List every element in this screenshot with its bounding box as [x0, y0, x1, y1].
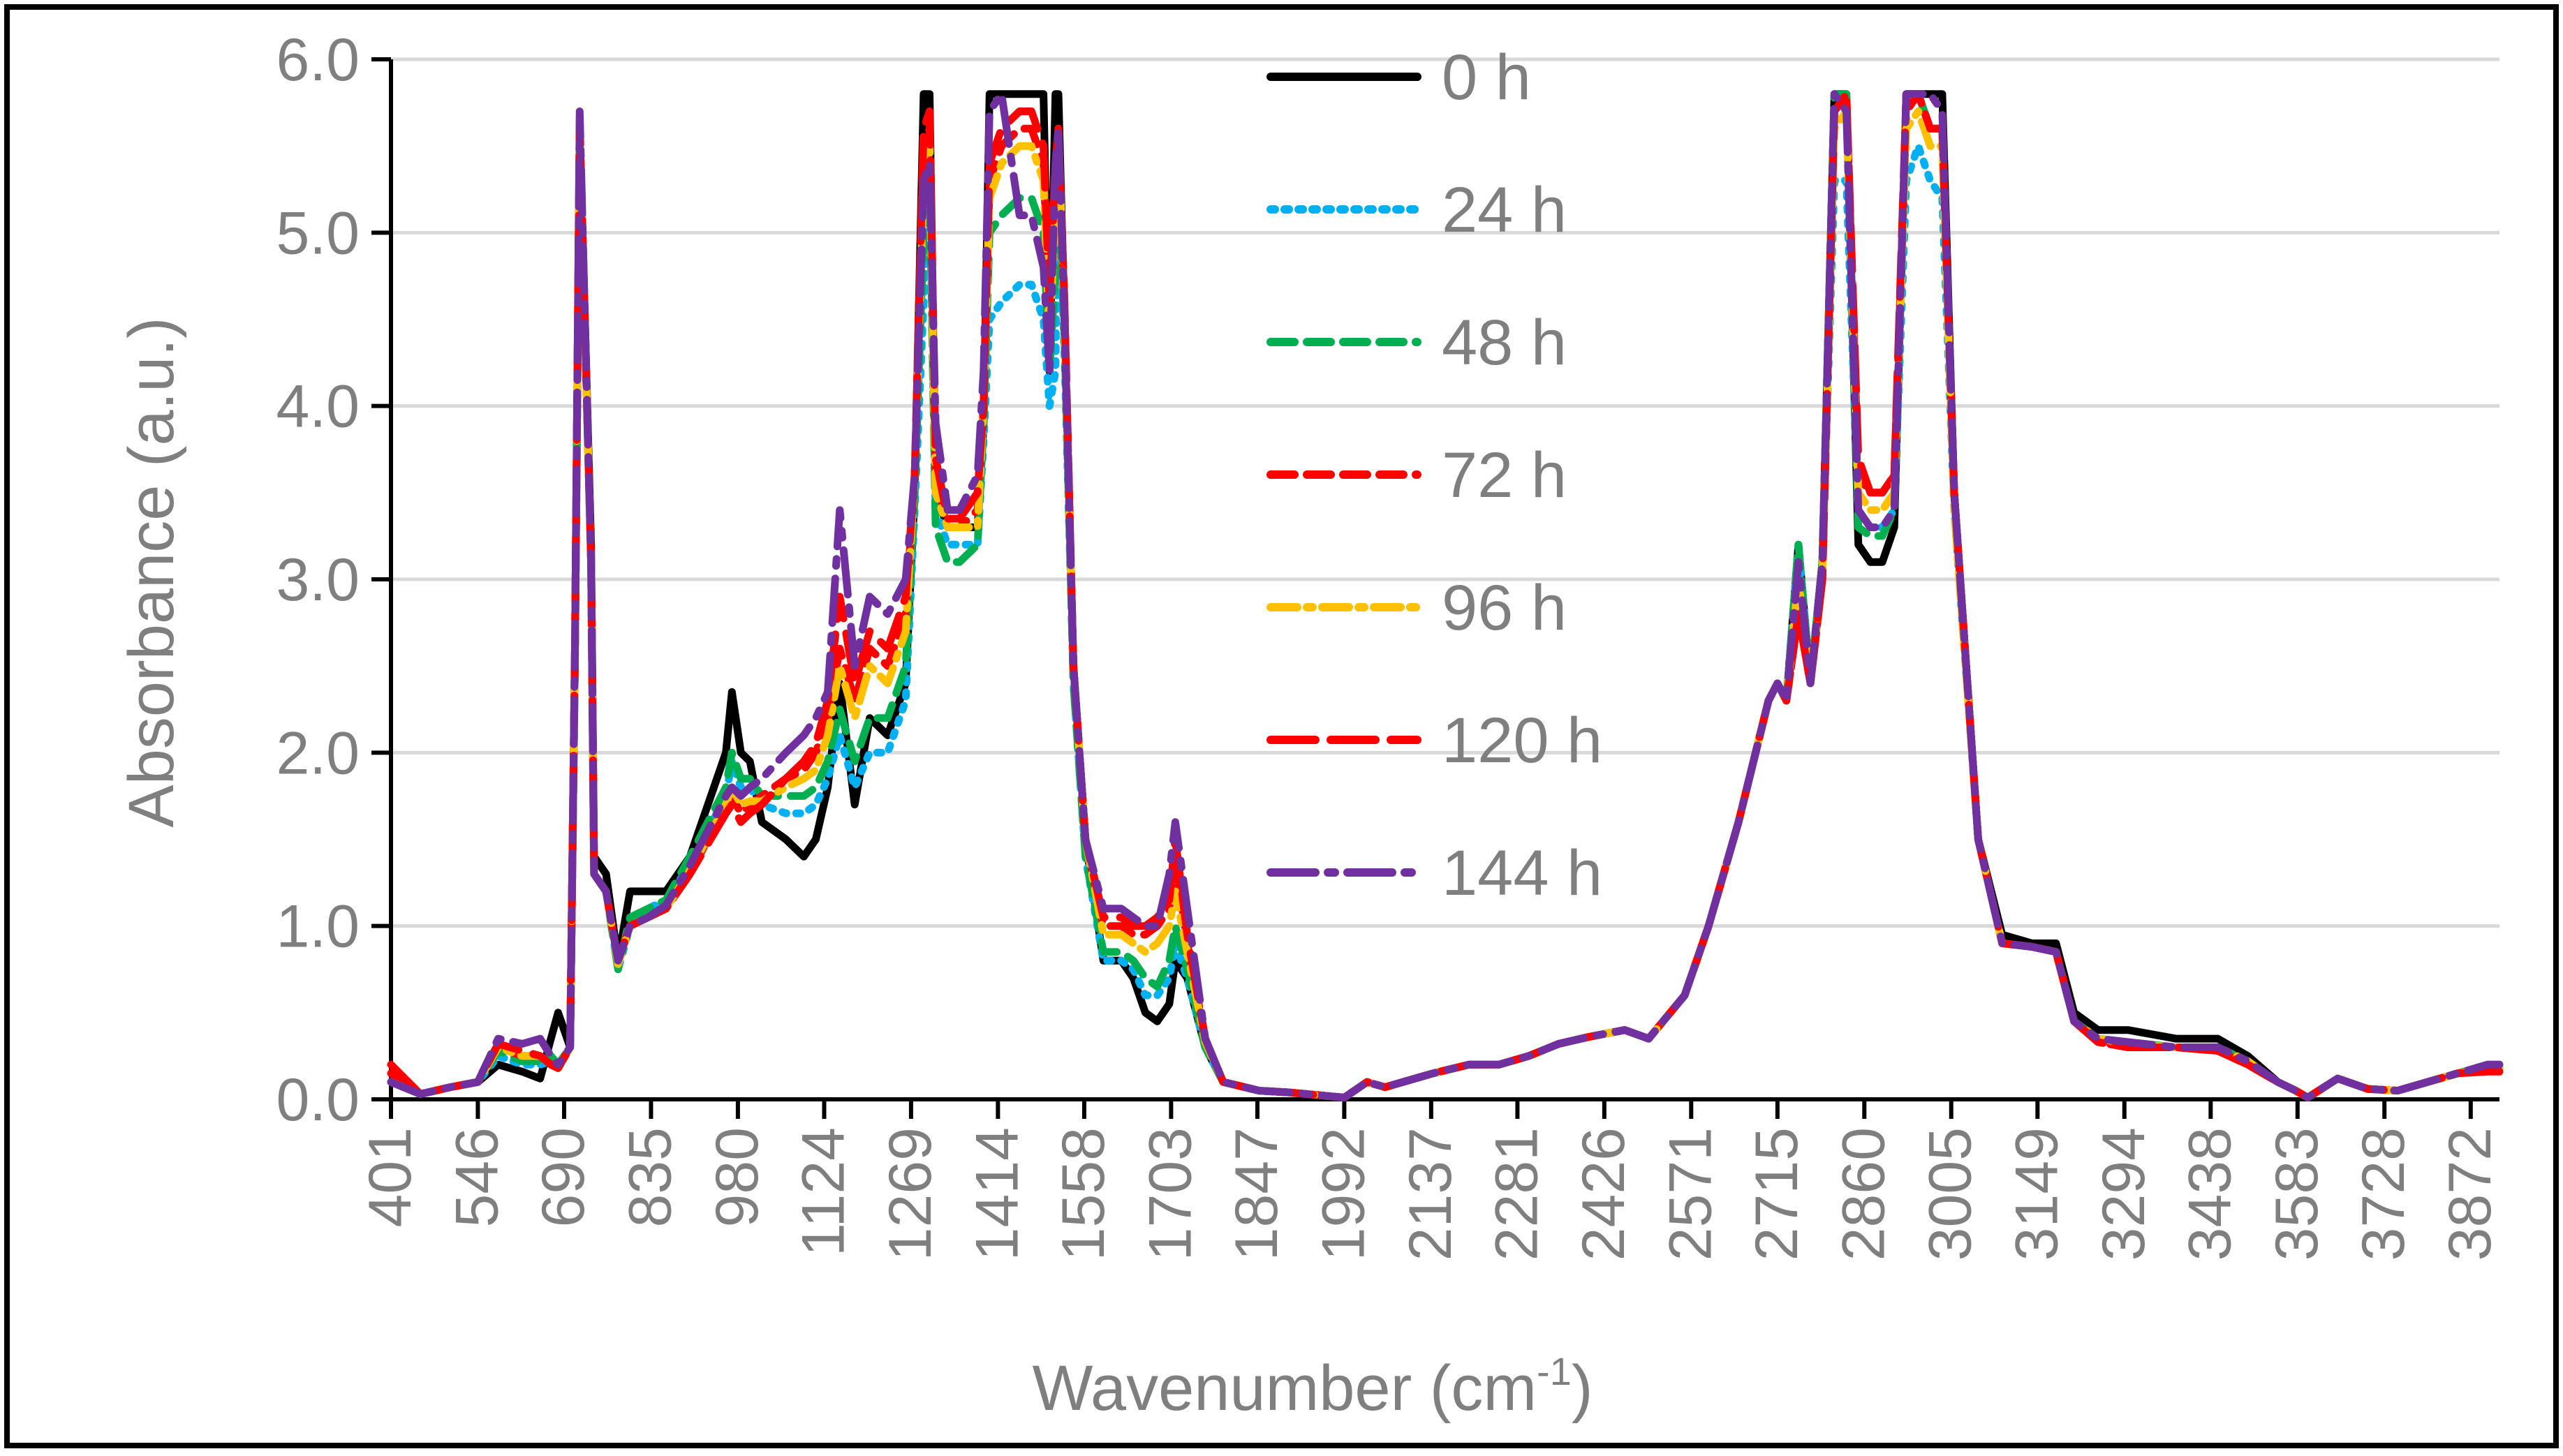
legend-label: 72 h: [1442, 440, 1567, 511]
y-axis-title: Absorbance (a.u.): [116, 317, 187, 827]
x-tick-label: 2426: [1570, 1127, 1637, 1261]
x-tick-label: 2571: [1657, 1127, 1724, 1261]
x-axis-title-superscript: -1: [1537, 1349, 1572, 1393]
legend-label: 144 h: [1442, 838, 1602, 909]
x-tick-label: 2137: [1397, 1127, 1464, 1261]
axes: 0.0 1.0 2.0 3.0 4.0 5.0 6.0 401 546 690 835 980 1124…: [276, 27, 2503, 1261]
x-tick-label: 3872: [2437, 1127, 2504, 1261]
legend-label: 96 h: [1442, 572, 1567, 644]
x-tick-label: 546: [443, 1127, 510, 1228]
x-axis-title-close: ): [1572, 1353, 1593, 1424]
x-tick-label: 401: [357, 1127, 424, 1228]
legend-label: 24 h: [1442, 174, 1567, 246]
y-tick-label: 5.0: [276, 200, 360, 267]
x-tick-label: 835: [616, 1127, 684, 1228]
x-tick-label: 1269: [877, 1127, 944, 1261]
x-axis-title: Wavenumber (cm-1): [1033, 1349, 1593, 1424]
legend-label: 48 h: [1442, 307, 1567, 378]
x-tick-label: 2860: [1830, 1127, 1897, 1261]
y-tick-label: 3.0: [276, 547, 360, 614]
x-tick-label: 3149: [2003, 1127, 2070, 1261]
x-tick-label: 1124: [790, 1127, 857, 1256]
x-tick-label: 3005: [1917, 1127, 1984, 1261]
x-tick-label: 2715: [1743, 1127, 1810, 1261]
y-tick-label: 6.0: [276, 27, 360, 94]
x-tick-label: 3294: [2090, 1127, 2157, 1261]
x-tick-label: 980: [704, 1127, 771, 1228]
x-tick-label: 3438: [2176, 1127, 2243, 1261]
y-tick-label: 0.0: [276, 1067, 360, 1134]
x-axis-title-main: Wavenumber (cm: [1033, 1353, 1537, 1424]
chart-border: [4, 4, 2559, 1448]
x-tick-label: 2281: [1483, 1127, 1550, 1261]
legend-label: 120 h: [1442, 705, 1602, 776]
y-tick-label: 2.0: [276, 720, 360, 787]
y-tick-label: 1.0: [276, 893, 360, 960]
series-line: [387, 90, 2504, 1101]
y-tick-label: 4.0: [276, 373, 360, 440]
x-tick-label: 1414: [963, 1127, 1031, 1261]
x-tick-label: 690: [530, 1127, 597, 1228]
series-lines: [387, 90, 2504, 1101]
x-tick-label: 3728: [2350, 1127, 2417, 1261]
x-tick-label: 3583: [2263, 1127, 2331, 1261]
legend-label: 0 h: [1442, 42, 1531, 113]
x-tick-label: 1703: [1137, 1127, 1204, 1261]
x-tick-label: 1847: [1223, 1127, 1290, 1261]
x-tick-label: 1992: [1310, 1127, 1377, 1261]
legend: 0 h 24 h 48 h 72 h 96 h 120 h 144 h: [1266, 42, 1602, 909]
series-line: [387, 90, 2504, 1101]
x-tick-label: 1558: [1050, 1127, 1117, 1261]
